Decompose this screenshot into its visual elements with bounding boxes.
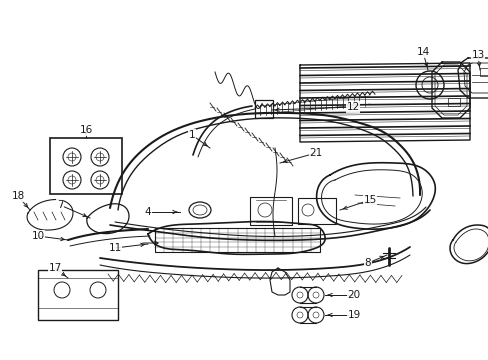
Bar bbox=[479, 68, 488, 76]
Bar bbox=[254, 100, 272, 118]
Text: 7: 7 bbox=[57, 200, 63, 210]
Text: 11: 11 bbox=[108, 243, 122, 253]
Text: 21: 21 bbox=[309, 148, 322, 158]
Text: 13: 13 bbox=[470, 50, 484, 60]
Text: 17: 17 bbox=[48, 263, 61, 273]
Text: 14: 14 bbox=[415, 47, 429, 57]
Bar bbox=[38, 270, 118, 320]
Text: 8: 8 bbox=[364, 258, 370, 268]
Bar bbox=[155, 228, 319, 252]
Bar bbox=[447, 98, 459, 106]
Text: 4: 4 bbox=[144, 207, 151, 217]
Text: 19: 19 bbox=[346, 310, 360, 320]
Ellipse shape bbox=[189, 202, 210, 218]
Text: 12: 12 bbox=[346, 102, 359, 112]
Bar bbox=[50, 138, 122, 194]
Text: 15: 15 bbox=[363, 195, 376, 205]
Text: 20: 20 bbox=[347, 290, 360, 300]
Text: 1: 1 bbox=[188, 130, 195, 140]
Bar bbox=[249, 197, 291, 225]
Text: 16: 16 bbox=[79, 125, 92, 135]
Text: 10: 10 bbox=[31, 231, 44, 241]
Text: 18: 18 bbox=[11, 191, 24, 201]
Bar bbox=[297, 198, 335, 224]
